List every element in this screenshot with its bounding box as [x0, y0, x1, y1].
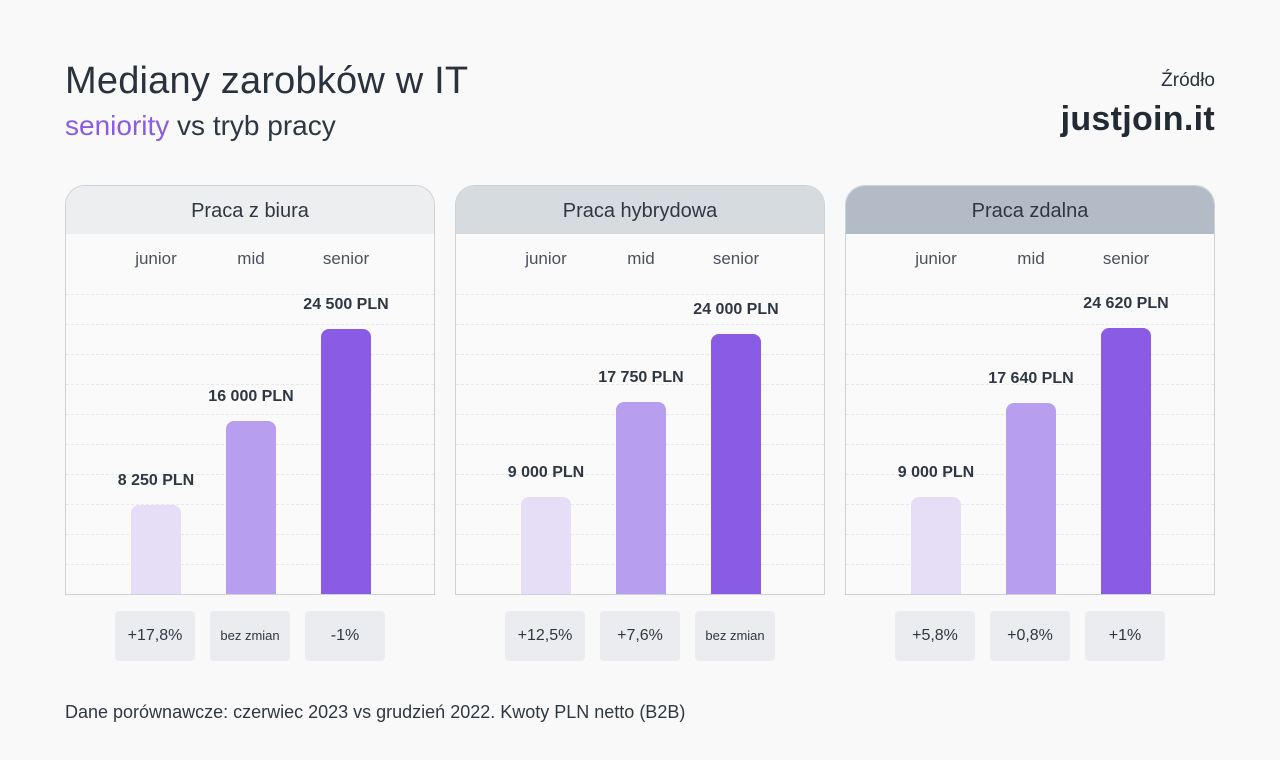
bar-junior — [131, 505, 181, 594]
chart-title: Praca hybrydowa — [456, 186, 824, 234]
change-badge: bez zmian — [695, 611, 775, 661]
gridline — [456, 354, 824, 355]
category-label: junior — [135, 249, 177, 268]
category-label: mid — [1017, 249, 1045, 268]
category-label: senior — [712, 249, 760, 268]
gridline — [66, 324, 434, 325]
change-badge: +1% — [1085, 611, 1165, 661]
gridline — [456, 294, 824, 295]
bar-junior — [911, 497, 961, 594]
change-badge: +0,8% — [990, 611, 1070, 661]
value-label: 24 000 PLN — [693, 301, 779, 318]
chart-title: Praca zdalna — [846, 186, 1214, 234]
gridline — [846, 384, 1214, 385]
source-label: Źródło — [1161, 70, 1215, 91]
gridline — [66, 384, 434, 385]
change-badge: bez zmian — [210, 611, 290, 661]
bar-senior — [321, 329, 371, 594]
bar-mid — [616, 402, 666, 594]
gridline — [66, 414, 434, 415]
category-label: senior — [1102, 249, 1150, 268]
chart-plot-area: junior 8 250 PLN mid 16 000 PLN senior 24 500… — [66, 234, 434, 594]
value-label: 9 000 PLN — [897, 464, 975, 481]
subtitle-accent: seniority — [65, 110, 170, 141]
gridline — [846, 294, 1214, 295]
category-label: mid — [627, 249, 655, 268]
gridline — [456, 384, 824, 385]
page-subtitle: seniority vs tryb pracy — [65, 110, 336, 142]
chart-plot-area: junior 9 000 PLN mid 17 640 PLN senior 24 620… — [846, 234, 1214, 594]
value-label: 16 000 PLN — [208, 388, 294, 405]
page-title: Mediany zarobków w IT — [65, 60, 469, 102]
chart-panel: Praca hybrydowa junior 9 000 PLN mid 17 750 … — [455, 185, 825, 595]
gridline — [846, 324, 1214, 325]
category-label: junior — [525, 249, 567, 268]
chart-panel: Praca zdalna junior 9 000 PLN mid 17 640 PLN… — [845, 185, 1215, 595]
category-label: senior — [322, 249, 370, 268]
gridline — [846, 354, 1214, 355]
value-label: 24 620 PLN — [1083, 295, 1169, 312]
value-label: 17 750 PLN — [598, 369, 684, 386]
category-label: mid — [237, 249, 265, 268]
chart-panel: Praca z biura junior 8 250 PLN mid 16 000 PL… — [65, 185, 435, 595]
source-brand-logo: justjoin.it — [1060, 100, 1215, 138]
category-label: junior — [915, 249, 957, 268]
change-badge: +7,6% — [600, 611, 680, 661]
bar-mid — [226, 421, 276, 594]
bar-senior — [711, 334, 761, 594]
value-label: 9 000 PLN — [507, 464, 585, 481]
gridline — [66, 294, 434, 295]
gridline — [456, 324, 824, 325]
value-label: 24 500 PLN — [303, 296, 389, 313]
chart-title: Praca z biura — [66, 186, 434, 234]
value-label: 8 250 PLN — [117, 472, 195, 489]
subtitle-rest: vs tryb pracy — [169, 110, 336, 141]
change-badge: +17,8% — [115, 611, 195, 661]
footnote: Dane porównawcze: czerwiec 2023 vs grudz… — [65, 702, 686, 722]
value-label: 17 640 PLN — [988, 370, 1074, 387]
change-badge: +12,5% — [505, 611, 585, 661]
change-badge: -1% — [305, 611, 385, 661]
bar-senior — [1101, 328, 1151, 594]
bar-junior — [521, 497, 571, 594]
change-badge: +5,8% — [895, 611, 975, 661]
chart-plot-area: junior 9 000 PLN mid 17 750 PLN senior 24 000… — [456, 234, 824, 594]
bar-mid — [1006, 403, 1056, 594]
gridline — [66, 354, 434, 355]
